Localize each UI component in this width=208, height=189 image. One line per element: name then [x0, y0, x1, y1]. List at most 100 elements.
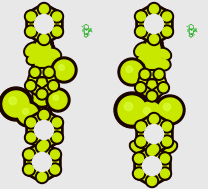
Circle shape [40, 111, 48, 119]
Ellipse shape [29, 50, 57, 62]
Ellipse shape [46, 47, 62, 60]
Circle shape [52, 12, 62, 21]
Circle shape [146, 174, 158, 187]
Circle shape [51, 150, 59, 159]
Circle shape [147, 112, 161, 125]
Circle shape [15, 101, 41, 127]
Ellipse shape [34, 95, 50, 105]
Circle shape [114, 92, 150, 128]
Ellipse shape [134, 42, 150, 58]
Circle shape [139, 68, 151, 80]
Circle shape [25, 80, 37, 92]
Ellipse shape [36, 141, 50, 151]
Ellipse shape [48, 49, 59, 59]
Circle shape [161, 120, 173, 133]
Circle shape [158, 98, 182, 122]
Ellipse shape [137, 12, 147, 20]
Ellipse shape [34, 113, 52, 127]
Circle shape [38, 90, 46, 98]
Circle shape [40, 140, 48, 149]
Ellipse shape [140, 54, 166, 66]
Circle shape [37, 173, 47, 181]
Ellipse shape [143, 38, 163, 50]
Ellipse shape [35, 59, 51, 69]
Ellipse shape [145, 81, 159, 91]
Circle shape [27, 82, 35, 90]
Ellipse shape [145, 37, 161, 51]
Circle shape [153, 68, 165, 80]
Circle shape [25, 131, 37, 144]
Ellipse shape [36, 109, 50, 119]
Circle shape [135, 169, 144, 178]
Ellipse shape [146, 123, 160, 133]
Circle shape [37, 139, 51, 152]
Ellipse shape [146, 149, 160, 159]
Circle shape [138, 102, 162, 126]
Ellipse shape [36, 145, 50, 155]
Circle shape [22, 163, 36, 176]
Ellipse shape [138, 55, 150, 63]
Ellipse shape [34, 47, 52, 57]
Ellipse shape [32, 53, 54, 67]
Circle shape [150, 5, 158, 13]
Circle shape [36, 140, 48, 153]
Circle shape [52, 118, 62, 127]
Circle shape [161, 10, 173, 23]
Ellipse shape [146, 63, 160, 73]
Circle shape [52, 133, 62, 142]
Circle shape [50, 82, 57, 90]
Ellipse shape [32, 77, 52, 91]
Circle shape [37, 33, 51, 46]
Ellipse shape [146, 119, 160, 129]
Circle shape [37, 108, 51, 122]
Ellipse shape [34, 147, 52, 161]
Ellipse shape [143, 83, 161, 97]
Ellipse shape [34, 135, 52, 149]
Ellipse shape [165, 143, 176, 152]
Circle shape [25, 10, 37, 23]
Ellipse shape [30, 54, 56, 66]
Circle shape [136, 27, 146, 36]
Circle shape [147, 143, 161, 156]
Circle shape [157, 82, 169, 94]
Ellipse shape [35, 37, 51, 51]
Ellipse shape [25, 10, 39, 22]
Circle shape [162, 137, 171, 146]
Circle shape [132, 152, 146, 165]
Ellipse shape [34, 55, 52, 65]
Circle shape [136, 122, 146, 131]
Circle shape [161, 135, 173, 148]
Ellipse shape [33, 57, 53, 71]
Ellipse shape [32, 93, 52, 107]
Circle shape [53, 95, 58, 100]
Circle shape [51, 10, 63, 23]
Circle shape [40, 5, 48, 13]
Ellipse shape [146, 145, 160, 155]
Circle shape [146, 145, 158, 157]
Ellipse shape [48, 9, 60, 19]
Ellipse shape [34, 107, 52, 121]
Circle shape [51, 131, 63, 144]
Circle shape [25, 150, 33, 159]
Ellipse shape [162, 140, 178, 153]
Circle shape [48, 163, 62, 176]
Circle shape [159, 84, 167, 92]
Circle shape [143, 107, 151, 115]
Circle shape [40, 35, 48, 43]
Ellipse shape [35, 61, 51, 75]
Ellipse shape [136, 44, 148, 56]
Circle shape [51, 25, 63, 38]
Ellipse shape [142, 62, 164, 74]
Circle shape [137, 84, 145, 92]
Ellipse shape [142, 49, 163, 63]
Circle shape [49, 91, 67, 109]
Circle shape [142, 156, 161, 176]
Ellipse shape [129, 140, 145, 153]
Ellipse shape [143, 57, 163, 71]
Ellipse shape [31, 49, 55, 63]
Circle shape [163, 103, 171, 111]
Circle shape [46, 88, 70, 112]
Ellipse shape [144, 61, 162, 75]
Ellipse shape [143, 45, 163, 59]
Ellipse shape [145, 89, 159, 99]
